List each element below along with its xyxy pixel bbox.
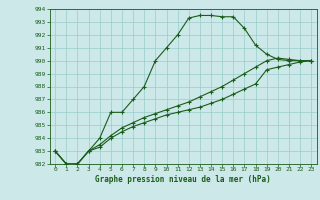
X-axis label: Graphe pression niveau de la mer (hPa): Graphe pression niveau de la mer (hPa)	[95, 175, 271, 184]
